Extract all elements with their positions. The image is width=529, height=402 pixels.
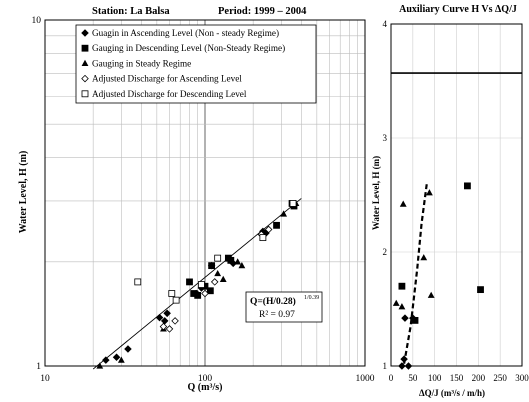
- left-point-diamond-filled: [160, 317, 169, 325]
- right-point-square-filled: [411, 316, 419, 324]
- left-y-tick-label: 10: [32, 16, 42, 26]
- left-y-tick-label: 1: [36, 362, 41, 372]
- left-point-square-filled: [186, 278, 193, 286]
- left-point-square-filled: [208, 262, 216, 270]
- left-y-axis-label: Water Level, H (m): [18, 151, 29, 234]
- right-x-tick-label: 300: [515, 373, 529, 383]
- left-x-tick-label: 1000: [356, 374, 375, 384]
- right-x-axis-label: ΔQ/J (m³/s / m/h): [419, 388, 485, 398]
- right-y-tick-label: 2: [383, 247, 388, 257]
- right-y-tick-label: 3: [383, 133, 388, 143]
- left-point-triangle-filled: [280, 210, 288, 217]
- left-point-triangle-filled: [234, 258, 242, 265]
- left-point-diamond-filled: [124, 345, 132, 353]
- left-x-tick-label: 10: [40, 374, 50, 384]
- left-point-triangle-filled: [219, 275, 227, 282]
- legend-marker-square-filled: [81, 44, 89, 52]
- left-point-triangle-filled: [117, 356, 125, 363]
- right-x-tick-label: 0: [389, 373, 394, 383]
- left-point-triangle-filled: [194, 289, 202, 297]
- left-point-square-open: [198, 281, 205, 288]
- left-plot-frame: [44, 19, 366, 367]
- left-point-square-open: [172, 296, 180, 304]
- right-point-triangle-filled: [426, 189, 433, 196]
- legend-marker-square-open: [81, 90, 89, 98]
- right-point-triangle-filled: [399, 200, 407, 207]
- left-point-diamond-filled: [163, 309, 171, 318]
- right-point-diamond-filled: [401, 314, 409, 322]
- left-point-square-open: [214, 254, 222, 262]
- right-chart-title: Auxiliary Curve H Vs ΔQ/J: [399, 4, 517, 15]
- legend-label: Guagin in Ascending Level (Non - steady …: [92, 28, 279, 38]
- legend-label: Gauging in Descending Level (Non-Steady …: [92, 43, 285, 53]
- left-point-square-filled: [227, 256, 235, 264]
- right-x-tick-label: 100: [428, 373, 442, 383]
- left-point-square-filled: [273, 221, 280, 229]
- left-point-square-open: [259, 234, 267, 242]
- left-tick-labels: 10 100 1000 1 10: [32, 16, 375, 384]
- legend-label: Adjusted Discharge for Ascending Level: [92, 74, 242, 84]
- r-squared-text: R² = 0.97: [259, 310, 295, 320]
- right-point-square-filled: [464, 182, 471, 190]
- left-point-diamond-filled: [102, 356, 110, 364]
- right-x-tick-label: 250: [493, 373, 507, 383]
- left-point-diamond-open: [201, 289, 209, 298]
- left-point-square-open: [134, 278, 142, 286]
- left-point-square-open: [168, 290, 176, 297]
- left-chart-title: Station: La Balsa: [92, 6, 170, 17]
- left-fit-line-group: [92, 198, 302, 370]
- right-point-square-filled: [398, 282, 406, 290]
- right-grid: [391, 24, 522, 366]
- legend-marker-diamond-open: [81, 74, 89, 83]
- right-point-triangle-filled: [427, 291, 435, 298]
- right-point-triangle-filled: [392, 299, 400, 306]
- legend-box: [75, 24, 317, 104]
- right-y-tick-label: 4: [383, 19, 388, 29]
- equation-annotation: Q=(H/0.28) 1/0.39 R² = 0.97: [245, 291, 323, 323]
- left-point-triangle-filled: [238, 262, 246, 269]
- right-plot-frame: [390, 23, 523, 367]
- right-x-tick-label: 50: [408, 373, 418, 383]
- right-tick-labels: 0 50 100 150 200 250 300 1 2 3 4: [383, 19, 529, 383]
- left-point-square-open: [289, 200, 297, 207]
- left-x-axis-label: Q (m³/s): [188, 382, 223, 393]
- left-chart-subtitle: Period: 1999 – 2004: [218, 6, 307, 17]
- left-point-diamond-open: [210, 278, 219, 286]
- left-point-square-filled: [206, 287, 214, 295]
- left-point-diamond-open: [159, 322, 168, 331]
- right-point-square-filled: [477, 286, 484, 294]
- legend-label: Adjusted Discharge for Descending Level: [92, 89, 247, 99]
- left-point-diamond-open: [171, 317, 179, 325]
- left-data-marks: [96, 199, 300, 369]
- legend-label: Gauging in Steady Regime: [92, 58, 191, 68]
- right-y-tick-label: 1: [383, 361, 388, 371]
- right-x-tick-label: 150: [450, 373, 464, 383]
- equation-exponent: 1/0.39: [304, 295, 319, 301]
- equation-box: [245, 291, 323, 323]
- right-point-triangle-filled: [398, 303, 406, 310]
- left-point-triangle-filled: [214, 269, 222, 277]
- right-point-triangle-filled: [420, 254, 428, 261]
- legend-marker-triangle-filled: [81, 59, 89, 66]
- left-x-tick-label: 100: [198, 374, 213, 384]
- fit-line: [92, 198, 302, 370]
- right-x-tick-label: 200: [472, 373, 486, 383]
- left-point-diamond-open: [165, 325, 174, 333]
- equation-text: Q=(H/0.28): [250, 296, 296, 307]
- left-axes: [44, 19, 366, 367]
- left-point-diamond-filled: [112, 353, 121, 362]
- right-y-axis-label: Water Level, H (m): [371, 156, 381, 230]
- legend-marker-diamond-filled: [81, 29, 89, 37]
- right-data-marks: [392, 182, 484, 370]
- legend: Guagin in Ascending Level (Non - steady …: [75, 24, 317, 104]
- right-point-diamond-filled: [400, 355, 408, 363]
- right-axes: [390, 23, 523, 367]
- right-trend-line-group: [403, 183, 428, 364]
- right-trend-line: [403, 183, 428, 364]
- left-point-diamond-open: [264, 225, 273, 234]
- left-point-diamond-filled: [155, 313, 164, 322]
